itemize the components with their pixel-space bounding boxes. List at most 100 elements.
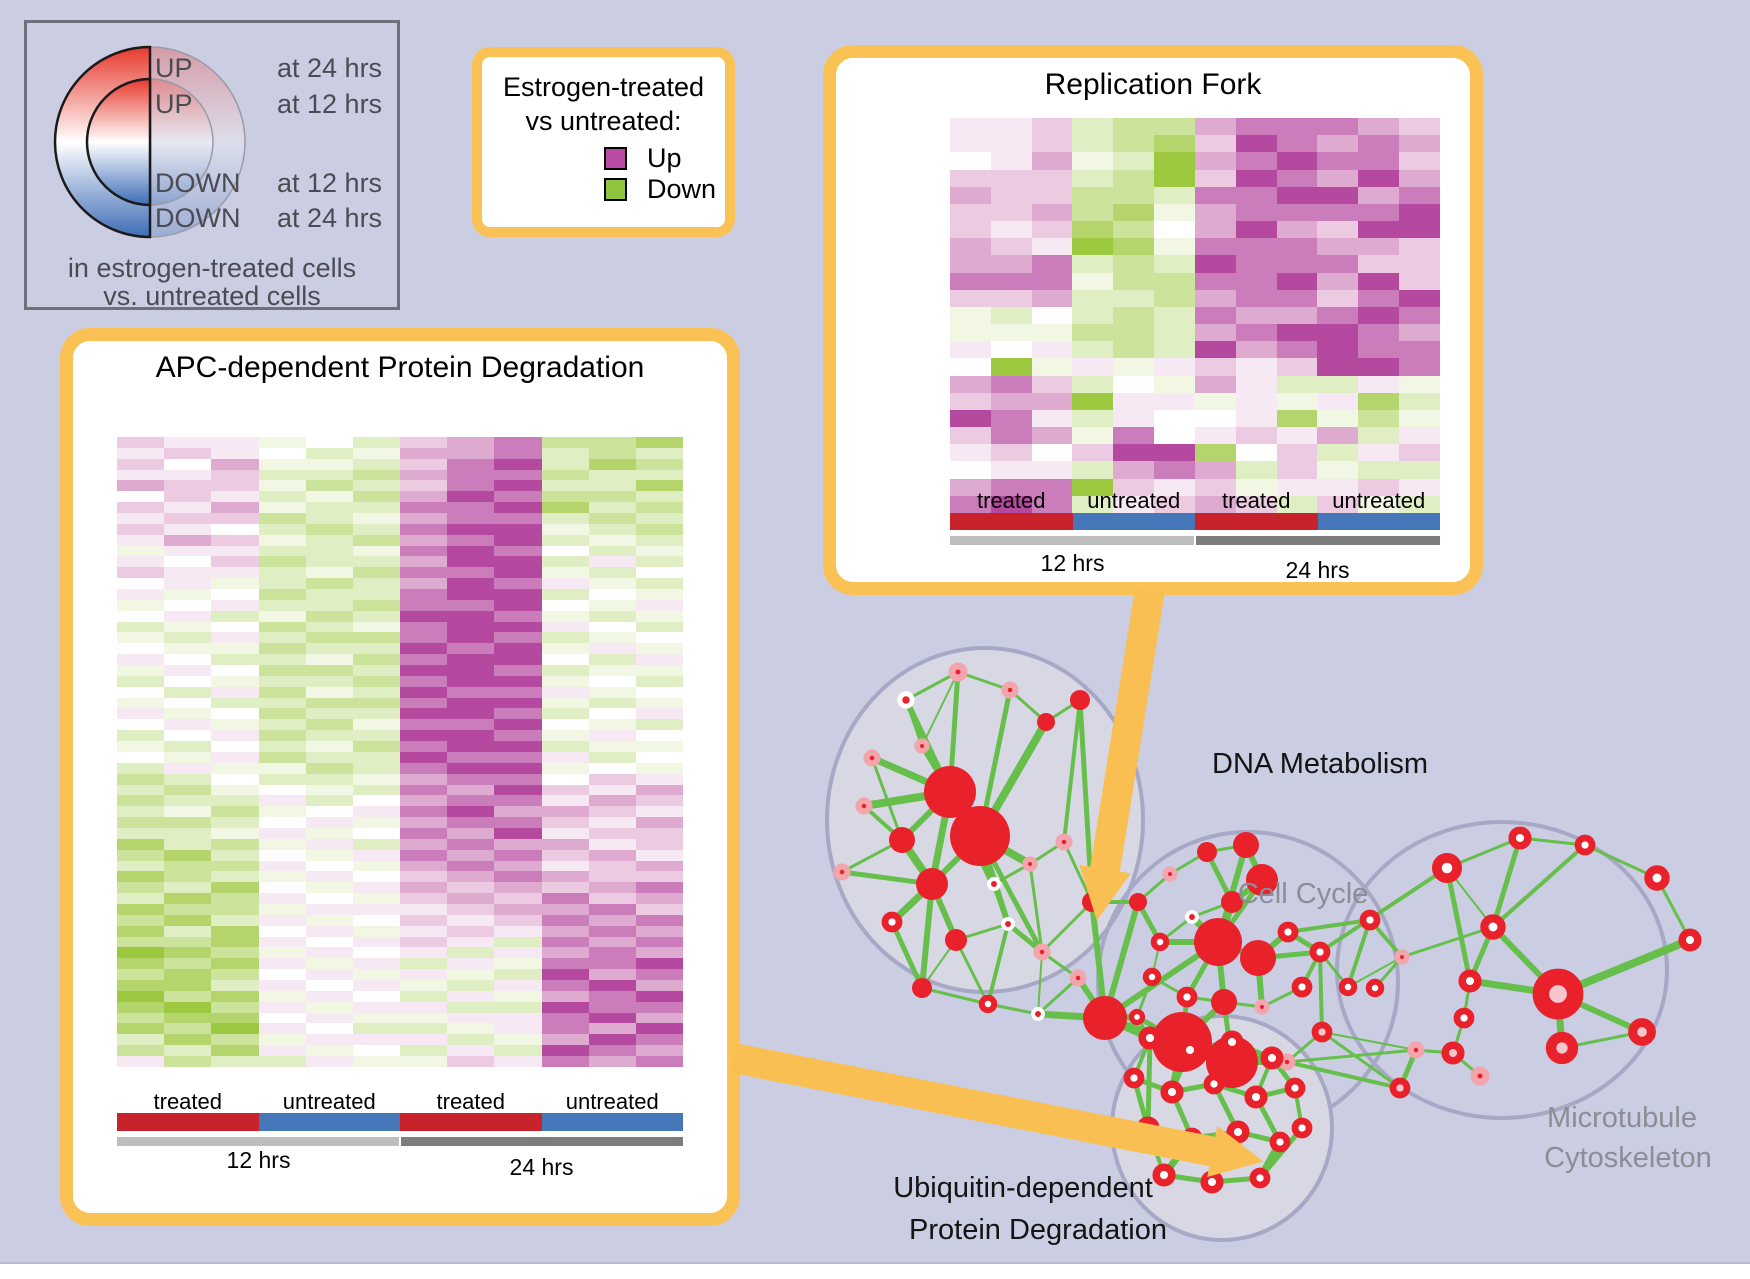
hrs12-bar bbox=[950, 536, 1194, 545]
heatmap-cell bbox=[588, 1055, 636, 1067]
heatmap-cell bbox=[211, 665, 259, 676]
heatmap-cell bbox=[635, 643, 684, 655]
heatmap-cell bbox=[305, 882, 353, 894]
heatmap-cell bbox=[400, 806, 448, 818]
heatmap-row bbox=[950, 341, 1440, 359]
down-color-swatch bbox=[604, 177, 627, 201]
heatmap-cell bbox=[305, 817, 353, 828]
heatmap-cell bbox=[1154, 135, 1195, 153]
heatmap-cell bbox=[494, 458, 542, 470]
heatmap-cell bbox=[494, 502, 542, 514]
heatmap-row bbox=[117, 502, 684, 514]
time-label: at 12 hrs bbox=[277, 168, 383, 198]
heatmap-cell bbox=[447, 708, 495, 720]
heatmap-cell bbox=[400, 545, 448, 557]
heatmap-cell bbox=[1154, 495, 1195, 513]
heatmap-cell bbox=[1276, 495, 1318, 513]
heatmap-cell bbox=[1113, 427, 1155, 445]
heatmap-cell bbox=[258, 513, 306, 524]
heatmap-cell bbox=[400, 599, 448, 611]
condition-color-bars bbox=[117, 1113, 683, 1131]
heatmap-cell bbox=[211, 762, 259, 774]
heatmap-cell bbox=[541, 827, 589, 839]
heatmap-cell bbox=[164, 458, 212, 470]
heatmap-cell bbox=[1154, 169, 1195, 187]
heatmap-cell bbox=[447, 893, 495, 904]
heatmap-cell bbox=[211, 502, 259, 514]
heatmap-cell bbox=[1113, 358, 1155, 376]
heatmap-cell bbox=[211, 447, 259, 459]
heatmap-cell bbox=[494, 936, 542, 948]
heatmap-cell bbox=[352, 827, 401, 839]
heatmap-cell bbox=[1399, 203, 1440, 222]
heatmap-cell bbox=[400, 621, 448, 633]
heatmap-cell bbox=[1276, 221, 1318, 239]
heatmap-cell bbox=[305, 502, 353, 514]
heatmap-row bbox=[950, 135, 1440, 153]
heatmap-row bbox=[117, 632, 684, 644]
heatmap-cell bbox=[635, 893, 684, 904]
heatmap-cell bbox=[258, 730, 306, 742]
heatmap-cell bbox=[352, 545, 401, 557]
heatmap-cell bbox=[588, 502, 636, 514]
heatmap-cell bbox=[1154, 255, 1195, 273]
heatmap-cell bbox=[258, 578, 306, 590]
heatmap-cell bbox=[1113, 289, 1155, 307]
legend-row: UP at 12 hrs bbox=[27, 89, 397, 119]
heatmap-cell bbox=[1235, 169, 1277, 187]
heatmap-cell bbox=[635, 437, 684, 448]
heatmap-cell bbox=[1194, 461, 1236, 479]
heatmap-cell bbox=[305, 773, 353, 785]
heatmap-cell bbox=[950, 186, 991, 204]
untreated-label: untreated bbox=[565, 1089, 659, 1114]
heatmap-cell bbox=[541, 567, 589, 579]
heatmap-cell bbox=[1031, 186, 1073, 204]
heatmap-cell bbox=[1399, 324, 1440, 342]
heatmap-cell bbox=[447, 665, 495, 676]
heatmap-cell bbox=[541, 1034, 589, 1046]
heatmap-cell bbox=[305, 1034, 353, 1046]
direction-label: UP bbox=[155, 89, 193, 119]
heatmap-cell bbox=[211, 599, 259, 611]
heatmap-cell bbox=[1113, 375, 1155, 393]
heatmap-cell bbox=[541, 817, 589, 828]
heatmap-cell bbox=[164, 936, 212, 948]
heatmap-cell bbox=[588, 1023, 636, 1035]
heatmap-cell bbox=[1317, 392, 1359, 410]
heatmap-cell bbox=[635, 545, 684, 557]
heatmap-cell bbox=[211, 947, 259, 959]
heatmap-cell bbox=[400, 480, 448, 492]
heatmap-cell bbox=[305, 719, 353, 731]
heatmap-cell bbox=[1072, 169, 1114, 187]
untreated-bar bbox=[1072, 513, 1195, 530]
heatmap-cell bbox=[447, 545, 495, 557]
untreated-label: untreated bbox=[1332, 488, 1426, 513]
heatmap-cell bbox=[1154, 203, 1195, 222]
heatmap-cell bbox=[541, 523, 589, 535]
heatmap-cell bbox=[400, 914, 448, 926]
heatmap-row bbox=[950, 409, 1440, 428]
heatmap-cell bbox=[950, 152, 991, 170]
heatmap-cell bbox=[117, 914, 165, 926]
heatmap-cell bbox=[352, 969, 401, 980]
heatmap-cell bbox=[1235, 375, 1277, 393]
heatmap-cell bbox=[635, 730, 684, 742]
heatmap-cell bbox=[211, 437, 259, 448]
heatmap-cell bbox=[1072, 135, 1114, 153]
legend-row: DOWN at 12 hrs bbox=[27, 168, 397, 198]
heatmap-cell bbox=[494, 827, 542, 839]
heatmap-cell bbox=[211, 903, 259, 915]
heatmap-cell bbox=[258, 751, 306, 763]
heatmap-cell bbox=[541, 480, 589, 492]
heatmap-cell bbox=[1194, 409, 1236, 428]
heatmap-cell bbox=[400, 925, 448, 937]
heatmap-cell bbox=[400, 990, 448, 1002]
heatmap-row bbox=[950, 238, 1440, 256]
heatmap-row bbox=[117, 654, 684, 666]
heatmap-cell bbox=[400, 447, 448, 459]
heatmap-cell bbox=[494, 523, 542, 535]
heatmap-cell bbox=[494, 849, 542, 861]
heatmap-cell bbox=[211, 675, 259, 687]
heatmap-cell bbox=[635, 621, 684, 633]
heatmap-cell bbox=[494, 762, 542, 774]
